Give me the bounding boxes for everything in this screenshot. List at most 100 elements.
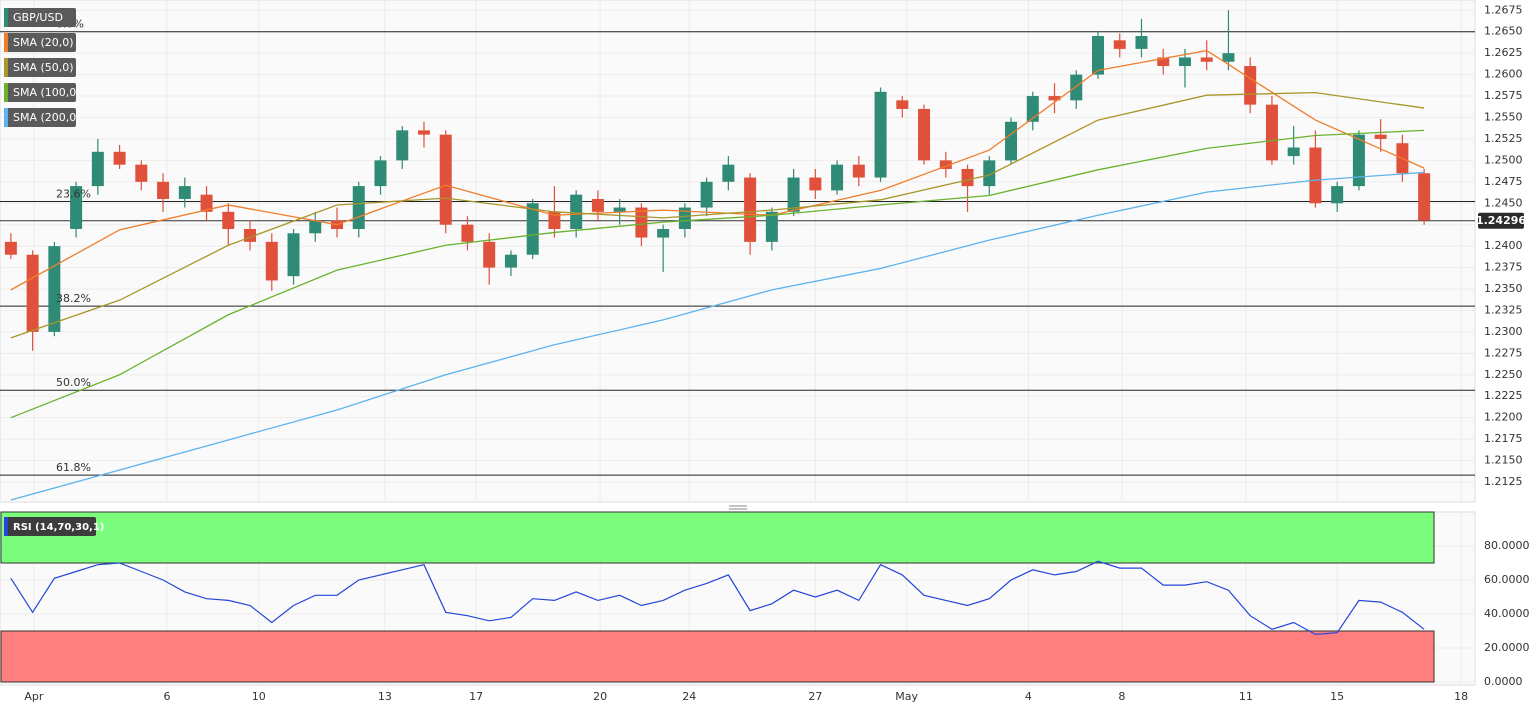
candle-body [1287, 147, 1300, 157]
candle-body [1265, 104, 1278, 161]
x-tick-label: 17 [469, 690, 483, 703]
rsi-tick-label: 0.0000 [1484, 675, 1523, 688]
candle-body [265, 241, 278, 281]
legend-box [4, 8, 76, 27]
candle-body [1091, 36, 1104, 75]
candle-body [896, 100, 909, 109]
candle-body [983, 160, 996, 187]
x-tick-label: 6 [163, 690, 170, 703]
y-tick-label: 1.2475 [1484, 175, 1523, 188]
y-tick-label: 1.2275 [1484, 346, 1523, 359]
sma-line [10, 91, 1425, 339]
candle-body [287, 233, 300, 277]
legend-label: SMA (100,0) [13, 86, 81, 99]
candle-body [1048, 96, 1061, 101]
rsi-tick-label: 60.0000 [1484, 573, 1530, 586]
sma-line [10, 171, 1425, 501]
y-tick-label: 1.2450 [1484, 196, 1523, 209]
x-tick-label: 20 [593, 690, 607, 703]
candle-body [309, 220, 322, 234]
candle-body [113, 151, 126, 165]
y-tick-label: 1.2600 [1484, 68, 1523, 81]
x-tick-label: 27 [808, 690, 822, 703]
candle-body [26, 254, 39, 332]
y-tick-label: 1.2675 [1484, 3, 1523, 16]
x-tick-label: 15 [1330, 690, 1344, 703]
legend-swatch [4, 108, 8, 127]
legend-swatch [4, 83, 8, 102]
legend-swatch [4, 33, 8, 52]
sma-line [10, 49, 1425, 291]
legend-label: SMA (50,0) [13, 61, 74, 74]
candle-body [722, 164, 735, 182]
legend-box [4, 83, 76, 102]
candle-body [591, 198, 604, 212]
candle-body [1418, 173, 1431, 221]
x-tick-label: 13 [378, 690, 392, 703]
x-tick-label: 10 [252, 690, 266, 703]
price-pane [0, 0, 1476, 503]
candle-body [874, 91, 887, 178]
candle-body [374, 160, 387, 187]
y-tick-label: 1.2500 [1484, 153, 1523, 166]
candle-body [765, 211, 778, 242]
legend-box [4, 33, 76, 52]
candle-body [70, 186, 83, 229]
candle-body [135, 164, 148, 182]
y-tick-label: 1.2650 [1484, 25, 1523, 38]
candle-body [570, 194, 583, 229]
candle-body [157, 181, 170, 199]
candle-body [613, 207, 626, 212]
y-tick-label: 1.2375 [1484, 261, 1523, 274]
y-tick-label: 1.2200 [1484, 411, 1523, 424]
rsi-line [10, 560, 1425, 636]
candle-body [417, 130, 430, 135]
candle-body [504, 254, 517, 268]
candle-body [1309, 147, 1322, 204]
fib-label: 23.6% [56, 188, 91, 201]
candle-body [635, 207, 648, 238]
legend-swatch [4, 58, 8, 77]
candle-body [1178, 57, 1191, 67]
candle-body [1157, 57, 1170, 67]
candle-body [961, 168, 974, 187]
candle-body [1005, 121, 1018, 161]
rsi-legend-swatch [4, 517, 8, 536]
y-tick-label: 1.2550 [1484, 110, 1523, 123]
legend-label: SMA (200,0) [13, 111, 81, 124]
y-tick-label: 1.2225 [1484, 389, 1523, 402]
candle-body [48, 246, 61, 332]
candle-body [831, 164, 844, 191]
y-tick-label: 1.2400 [1484, 239, 1523, 252]
fib-label: 50.0% [56, 376, 91, 389]
candle-body [852, 164, 865, 178]
candle-body [1135, 36, 1148, 49]
candle-body [1113, 40, 1126, 49]
candle-body [91, 151, 104, 187]
y-tick-label: 1.2575 [1484, 89, 1523, 102]
legend-box [4, 58, 76, 77]
candle-body [439, 134, 452, 225]
overbought-zone [0, 511, 1435, 564]
candle-body [4, 241, 17, 255]
x-tick-label: 8 [1118, 690, 1125, 703]
oversold-zone [0, 630, 1435, 683]
candle-body [1374, 134, 1387, 139]
fib-label: 61.8% [56, 461, 91, 474]
sma-line [10, 129, 1425, 419]
candle-body [461, 224, 474, 242]
legend-label: GBP/USD [13, 11, 63, 24]
candle-body [178, 186, 191, 199]
x-tick-label: Apr [24, 690, 44, 703]
y-tick-label: 1.2300 [1484, 325, 1523, 338]
candle-body [657, 228, 670, 238]
last-price-label: 1.24296 [1476, 214, 1526, 227]
candle-body [678, 207, 691, 229]
x-tick-label: 24 [682, 690, 696, 703]
x-tick-label: 4 [1025, 690, 1032, 703]
candle-body [483, 241, 496, 268]
candle-body [1222, 53, 1235, 62]
legend-box [4, 108, 76, 127]
candle-body [396, 130, 409, 161]
